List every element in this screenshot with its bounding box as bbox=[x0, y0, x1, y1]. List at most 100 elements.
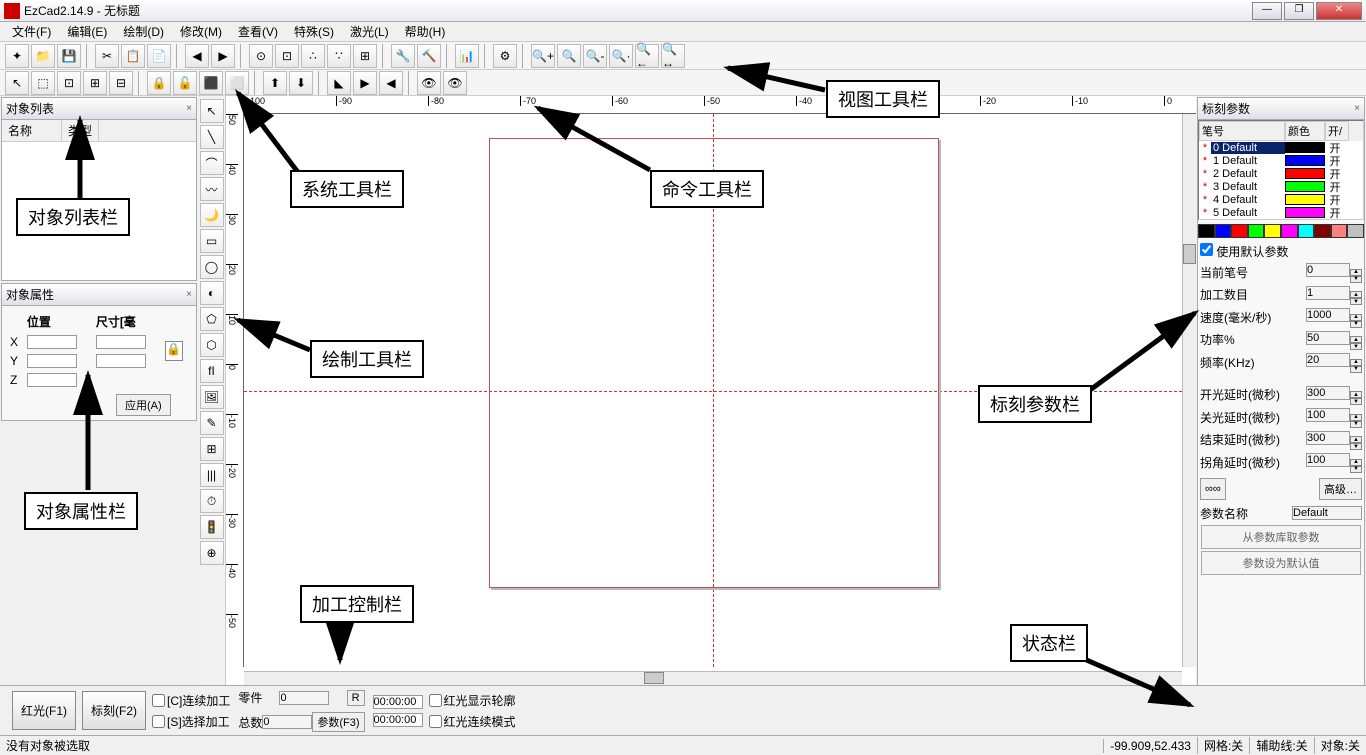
cmd-button[interactable]: ◀ bbox=[379, 71, 403, 95]
toolbar-button[interactable]: 🔧 bbox=[391, 44, 415, 68]
toolbar-button[interactable]: 🔍← bbox=[635, 44, 659, 68]
scrollbar-horizontal[interactable] bbox=[244, 671, 1182, 685]
close-icon[interactable]: × bbox=[1354, 103, 1360, 114]
advanced-button[interactable]: 高级… bbox=[1319, 478, 1362, 500]
x-size-input[interactable] bbox=[96, 335, 146, 349]
y-pos-input[interactable] bbox=[27, 354, 77, 368]
cmd-button[interactable]: ↖ bbox=[5, 71, 29, 95]
toolbar-button[interactable]: ✦ bbox=[5, 44, 29, 68]
paramname-input[interactable] bbox=[1292, 506, 1362, 520]
cmd-button[interactable]: ⬛ bbox=[199, 71, 223, 95]
y-size-input[interactable] bbox=[96, 354, 146, 368]
toolbar-button[interactable]: ⚙ bbox=[493, 44, 517, 68]
param-input[interactable] bbox=[1306, 353, 1350, 367]
toolbar-button[interactable]: 🔍· bbox=[609, 44, 633, 68]
cmd-button[interactable]: 👁 bbox=[417, 71, 441, 95]
cmd-button[interactable]: ⬚ bbox=[31, 71, 55, 95]
cmd-button[interactable]: ⊞ bbox=[83, 71, 107, 95]
objlist-col-type[interactable]: 类型 bbox=[62, 120, 99, 141]
toolbar-button[interactable]: 🔍 bbox=[557, 44, 581, 68]
apply-button[interactable]: 应用(A) bbox=[116, 394, 171, 416]
draw-tool-button[interactable]: 🌙 bbox=[200, 203, 224, 227]
menu-item[interactable]: 特殊(S) bbox=[286, 21, 342, 42]
scrollbar-vertical[interactable] bbox=[1182, 114, 1196, 667]
cmd-button[interactable]: ◣ bbox=[327, 71, 351, 95]
palette-color[interactable] bbox=[1281, 224, 1298, 238]
reset-parts-button[interactable]: R bbox=[347, 690, 365, 706]
draw-tool-button[interactable]: ||| bbox=[200, 463, 224, 487]
palette-color[interactable] bbox=[1298, 224, 1315, 238]
toolbar-button[interactable]: ⊞ bbox=[353, 44, 377, 68]
toolbar-button[interactable]: 📊 bbox=[455, 44, 479, 68]
draw-tool-button[interactable]: 🚦 bbox=[200, 515, 224, 539]
close-icon[interactable]: × bbox=[186, 103, 192, 114]
redlight-outline-checkbox[interactable]: 红光显示轮廓 bbox=[429, 692, 516, 709]
cmd-button[interactable]: 🔒 bbox=[147, 71, 171, 95]
toolbar-button[interactable]: 📄 bbox=[147, 44, 171, 68]
draw-tool-button[interactable]: ⏱ bbox=[200, 489, 224, 513]
toolbar-button[interactable]: ∵ bbox=[327, 44, 351, 68]
total-input[interactable] bbox=[262, 715, 312, 729]
z-pos-input[interactable] bbox=[27, 373, 77, 387]
status-grid[interactable]: 网格:关 bbox=[1197, 737, 1249, 754]
toolbar-button[interactable]: 🔨 bbox=[417, 44, 441, 68]
param-input[interactable] bbox=[1306, 386, 1350, 400]
continuous-checkbox[interactable]: [C]连续加工 bbox=[152, 692, 230, 709]
parts-input[interactable] bbox=[279, 691, 329, 705]
cmd-button[interactable]: ⬆ bbox=[263, 71, 287, 95]
toolbar-button[interactable]: ◀ bbox=[185, 44, 209, 68]
palette-color[interactable] bbox=[1231, 224, 1248, 238]
draw-tool-button[interactable]: ⌒ bbox=[200, 151, 224, 175]
toolbar-button[interactable]: ⊙ bbox=[249, 44, 273, 68]
draw-tool-button[interactable]: ◐ bbox=[200, 281, 224, 305]
toolbar-button[interactable]: 📁 bbox=[31, 44, 55, 68]
select-mark-checkbox[interactable]: [S]选择加工 bbox=[152, 713, 230, 730]
status-guide[interactable]: 辅助线:关 bbox=[1249, 737, 1313, 754]
draw-tool-button[interactable]: 〰 bbox=[200, 177, 224, 201]
draw-tool-button[interactable]: ╲ bbox=[200, 125, 224, 149]
draw-tool-button[interactable]: ⬡ bbox=[200, 333, 224, 357]
param-input[interactable] bbox=[1306, 331, 1350, 345]
draw-tool-button[interactable]: ◯ bbox=[200, 255, 224, 279]
param-input[interactable] bbox=[1306, 263, 1350, 277]
redlight-cont-checkbox[interactable]: 红光连续模式 bbox=[429, 713, 516, 730]
status-obj[interactable]: 对象:关 bbox=[1314, 737, 1366, 754]
menu-item[interactable]: 绘制(D) bbox=[115, 21, 172, 42]
set-default-button[interactable]: 参数设为默认值 bbox=[1201, 551, 1360, 575]
wobble-button[interactable]: ∞∞ bbox=[1200, 478, 1226, 500]
menu-item[interactable]: 查看(V) bbox=[230, 21, 286, 42]
draw-tool-button[interactable]: ⊕ bbox=[200, 541, 224, 565]
palette-color[interactable] bbox=[1314, 224, 1331, 238]
toolbar-button[interactable]: 🔍↔ bbox=[661, 44, 685, 68]
cmd-button[interactable]: 👁 bbox=[443, 71, 467, 95]
use-default-checkbox[interactable]: 使用默认参数 bbox=[1200, 243, 1288, 260]
draw-tool-button[interactable]: ▭ bbox=[200, 229, 224, 253]
palette-color[interactable] bbox=[1347, 224, 1364, 238]
menu-item[interactable]: 帮助(H) bbox=[397, 21, 454, 42]
mark-button[interactable]: 标刻(F2) bbox=[82, 691, 146, 730]
toolbar-button[interactable]: ▶ bbox=[211, 44, 235, 68]
param-input[interactable] bbox=[1306, 408, 1350, 422]
cmd-button[interactable]: ⊟ bbox=[109, 71, 133, 95]
draw-tool-button[interactable]: ↖ bbox=[200, 99, 224, 123]
toolbar-button[interactable]: 📋 bbox=[121, 44, 145, 68]
palette-color[interactable] bbox=[1198, 224, 1215, 238]
draw-tool-button[interactable]: ⊞ bbox=[200, 437, 224, 461]
menu-item[interactable]: 文件(F) bbox=[4, 21, 59, 42]
canvas[interactable] bbox=[244, 114, 1182, 667]
palette-color[interactable] bbox=[1331, 224, 1348, 238]
palette-color[interactable] bbox=[1264, 224, 1281, 238]
palette-color[interactable] bbox=[1215, 224, 1232, 238]
menu-item[interactable]: 编辑(E) bbox=[59, 21, 115, 42]
redlight-button[interactable]: 红光(F1) bbox=[12, 691, 76, 730]
close-button[interactable]: ✕ bbox=[1316, 2, 1362, 20]
maximize-button[interactable]: ❐ bbox=[1284, 2, 1314, 20]
toolbar-button[interactable]: 🔍- bbox=[583, 44, 607, 68]
pen-list[interactable]: 笔号 颜色 开/ *0 Default开*1 Default开*2 Defaul… bbox=[1198, 120, 1364, 220]
menu-item[interactable]: 修改(M) bbox=[172, 21, 230, 42]
draw-tool-button[interactable]: ✎ bbox=[200, 411, 224, 435]
toolbar-button[interactable]: 💾 bbox=[57, 44, 81, 68]
cmd-button[interactable]: 🔓 bbox=[173, 71, 197, 95]
draw-tool-button[interactable]: 🖼 bbox=[200, 385, 224, 409]
cmd-button[interactable]: ⬇ bbox=[289, 71, 313, 95]
